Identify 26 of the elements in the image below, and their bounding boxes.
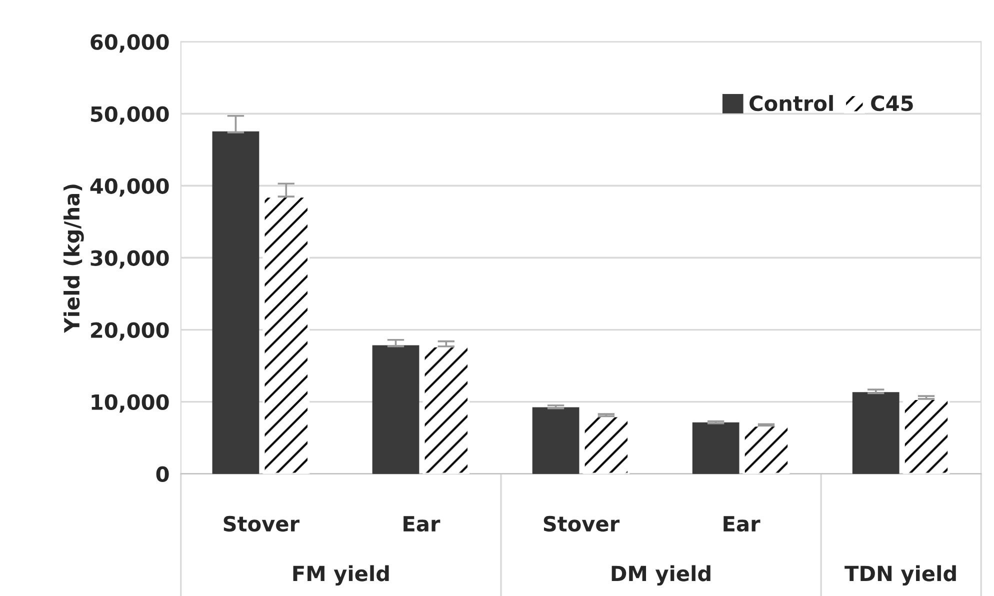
bar (372, 345, 420, 474)
y-tick-label: 10,000 (92, 394, 169, 413)
x-tick-label: Ear (724, 516, 760, 532)
bar (852, 392, 900, 474)
y-tick-label: 0 (156, 466, 169, 482)
text: TDN yield (844, 565, 956, 586)
text: DM yield (612, 565, 710, 586)
x-tick-label: Stover (544, 516, 620, 532)
text: FM yield (293, 565, 389, 586)
x-tick-label: Ear (404, 516, 440, 532)
bar (532, 407, 580, 474)
bar (692, 422, 740, 474)
y-tick-label: 20,000 (91, 322, 169, 341)
y-axis-title: Yield (kg/ha) (64, 184, 84, 333)
bar (742, 424, 790, 474)
y-tick-label: 30,000 (90, 250, 169, 269)
y-tick-label: 50,000 (91, 106, 169, 125)
bar (262, 196, 310, 474)
bar (422, 345, 470, 474)
legend-label: Control (750, 95, 833, 112)
bar (582, 415, 630, 474)
x-tick-label: Stover (224, 516, 300, 532)
y-tick-label: 40,000 (90, 178, 169, 197)
bar (212, 131, 260, 474)
legend-label: C45 (871, 95, 913, 112)
y-tick-label: 60,000 (90, 34, 169, 53)
